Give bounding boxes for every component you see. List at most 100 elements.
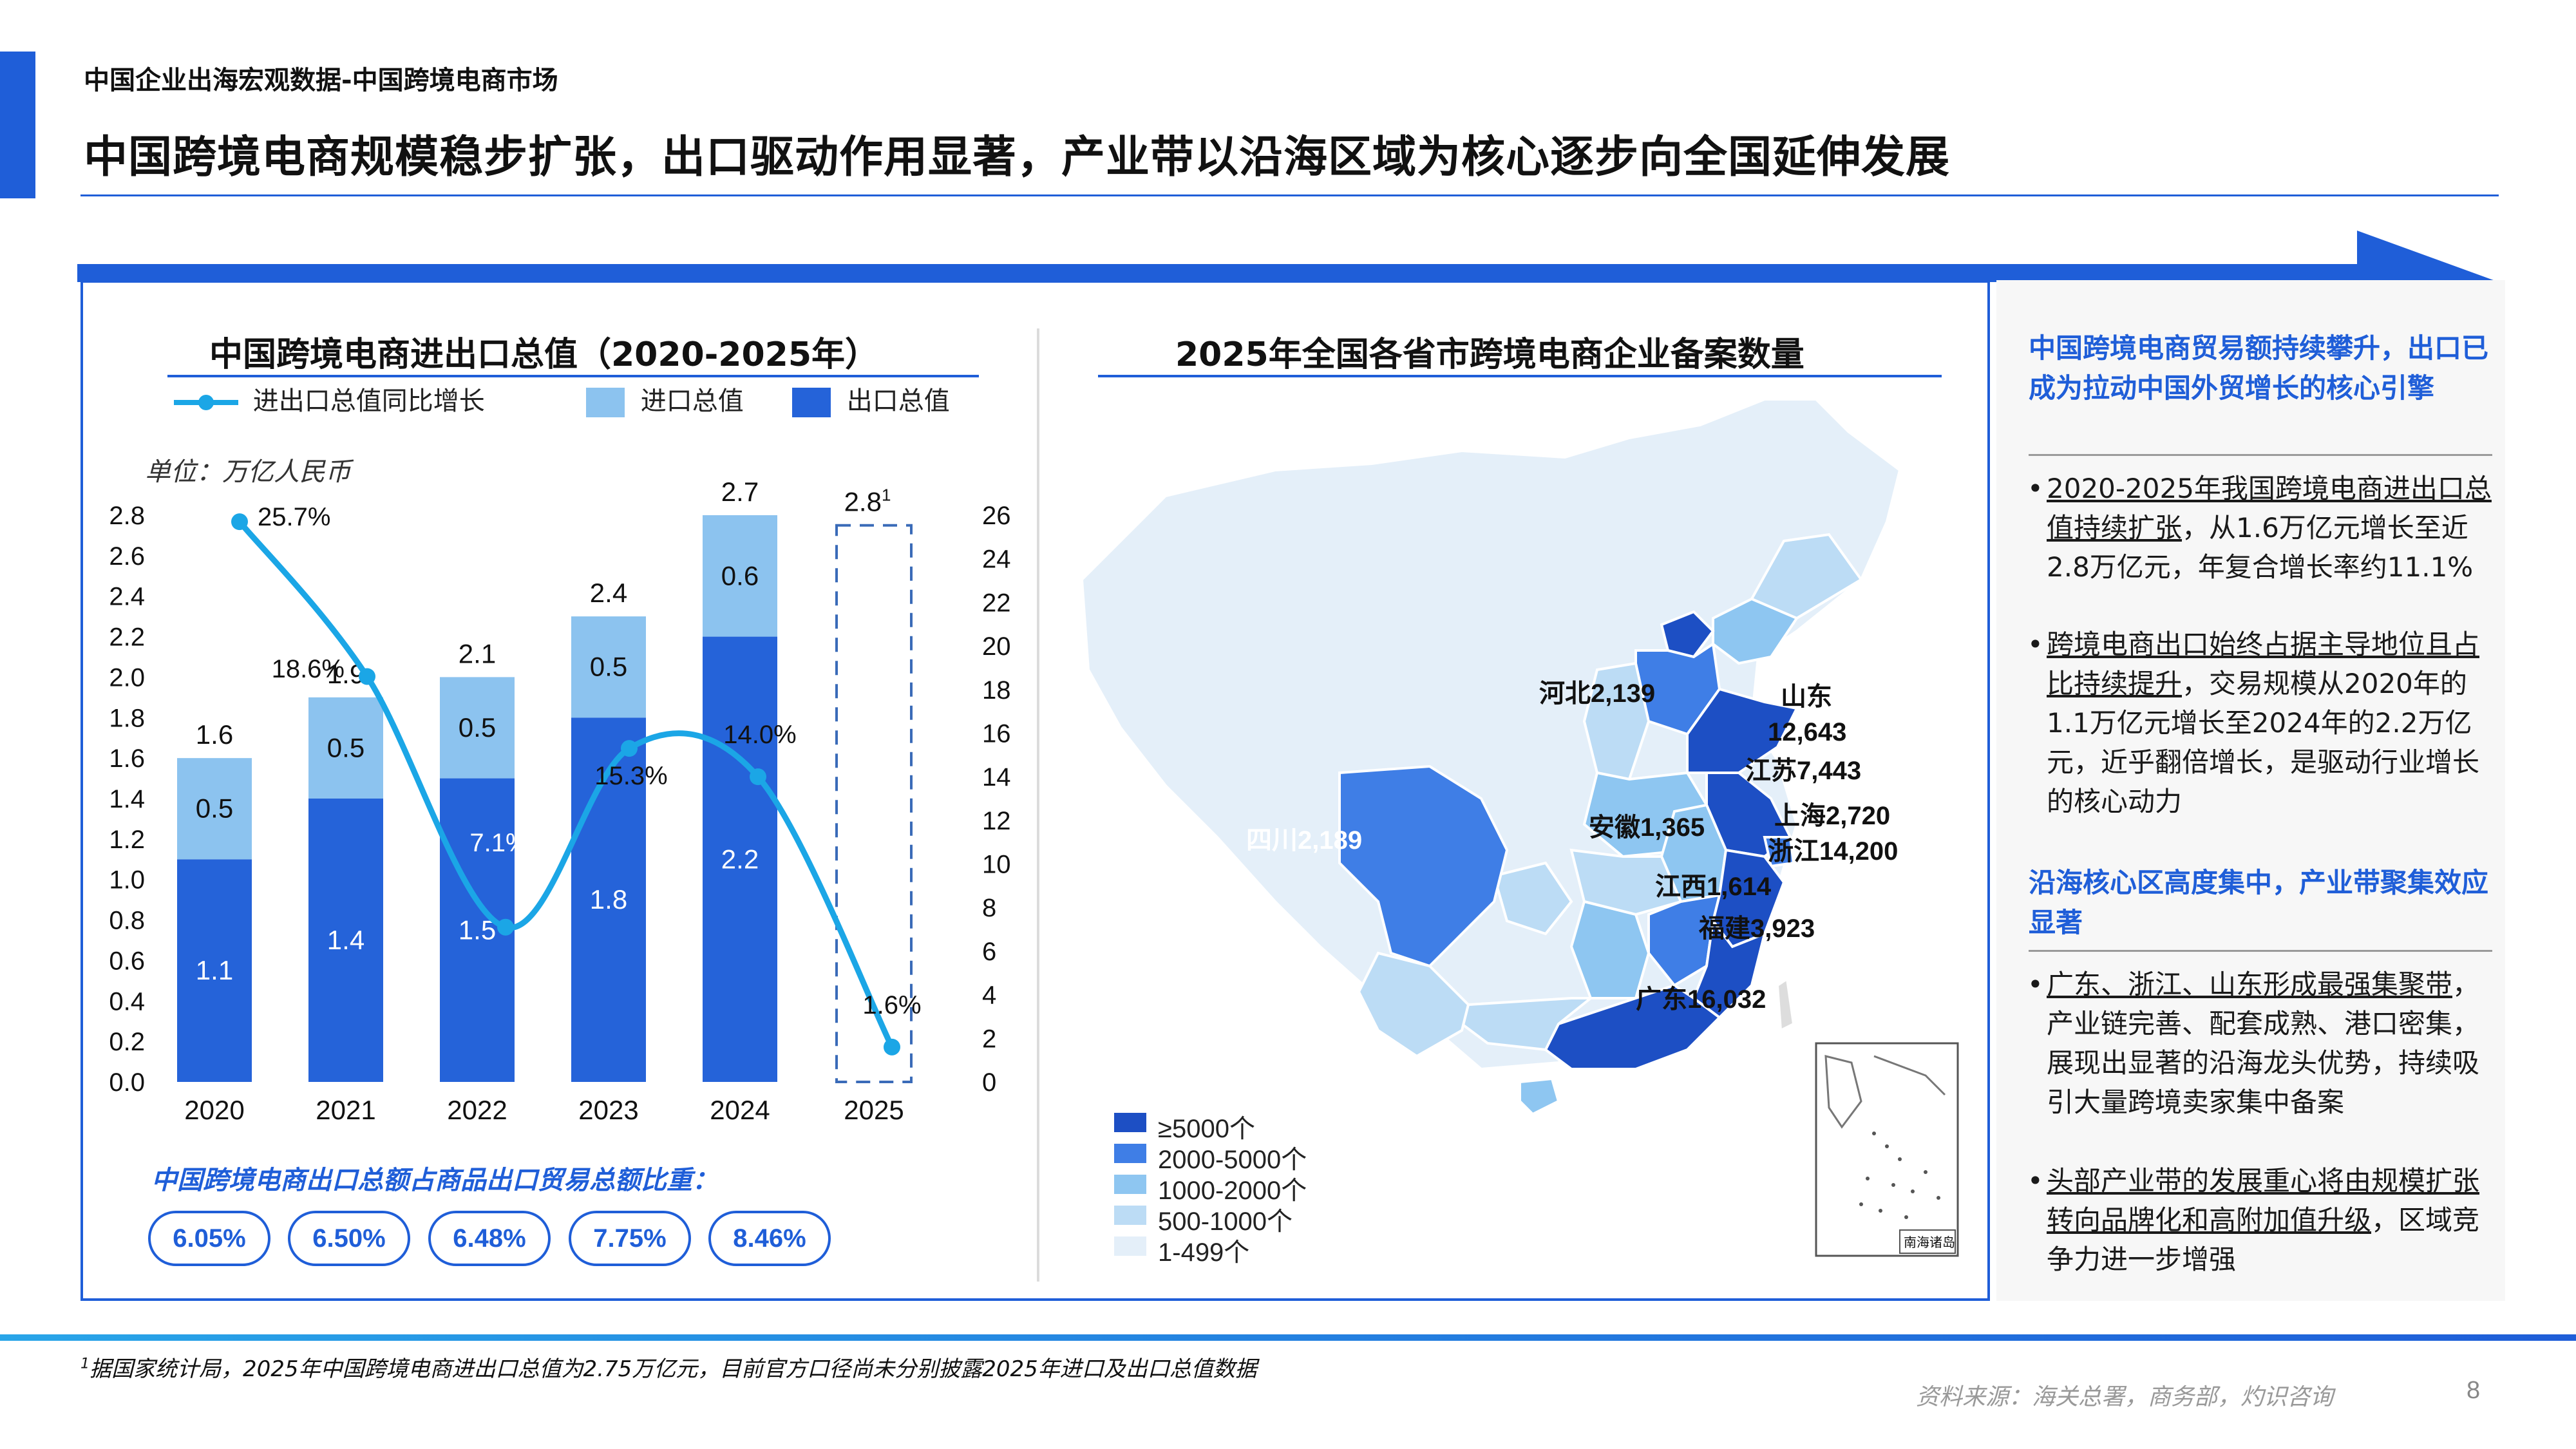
- map-region-shanghai: [1763, 836, 1795, 868]
- legend-label-export: 出口总值: [846, 386, 950, 416]
- y-tick-label: 1.6: [109, 744, 145, 773]
- x-tick-label: 2021: [316, 1095, 375, 1125]
- bar-chart-title-rule: [167, 375, 979, 377]
- export-share-2021: 6.50%: [288, 1211, 410, 1266]
- insight-rule-1: [2029, 454, 2492, 456]
- bullet-dot: •: [2027, 473, 2043, 504]
- bullet-dot: •: [2027, 629, 2043, 660]
- bar-total-label: 2.7: [721, 477, 759, 507]
- y2-tick-label: 4: [982, 981, 996, 1010]
- legend-item-import: 进口总值: [586, 380, 744, 417]
- bar-export: [571, 717, 646, 1082]
- bullet-2-emphasis: 跨境电商出口始终占据主导地位且占比持续提升: [2047, 629, 2480, 699]
- x-tick-label: 2023: [578, 1095, 638, 1125]
- export-share-2022: 6.48%: [428, 1211, 551, 1266]
- bullet-1-text: ，从1.6万亿元增长至近2.8万亿元，年复合增长率约11.1%: [2047, 512, 2474, 583]
- footnote-mark: 1: [80, 1356, 90, 1372]
- map-region-yunnan: [1357, 951, 1470, 1058]
- map-title: 2025年全国各省市跨境电商企业备案数量: [1175, 336, 1804, 374]
- growth-point: [359, 668, 375, 685]
- panel-divider: [1037, 328, 1039, 1282]
- source-note: 资料来源：海关总署，商务部，灼识咨询: [1916, 1384, 2334, 1410]
- growth-point: [884, 1038, 900, 1056]
- bullet-4-text: ，区域竞争力进一步增强: [2047, 1204, 2480, 1275]
- bar-export-label: 2.2: [721, 844, 759, 874]
- footer-rule: [0, 1334, 2576, 1341]
- map-label-hebei: 河北2,139: [1539, 679, 1655, 708]
- export-share-title: 中国跨境电商出口总额占商品出口贸易总额比重：: [151, 1166, 718, 1195]
- growth-point-label: 1.6%: [862, 991, 921, 1019]
- map-title-rule: [1098, 375, 1942, 377]
- map-region-sichuan: [1338, 764, 1509, 968]
- title-divider: [80, 194, 2499, 196]
- bar-total-label: 2.81: [844, 486, 891, 517]
- bullet-4-emphasis: 头部产业带的发展重心将由规模扩张转向品牌化和高附加值升级: [2047, 1165, 2480, 1236]
- bar-export-label: 1.4: [327, 925, 365, 955]
- y-tick-label: 1.8: [109, 704, 145, 732]
- y2-tick-label: 14: [982, 763, 1011, 791]
- export-share-2023: 7.75%: [569, 1211, 691, 1266]
- y2-tick-label: 18: [982, 676, 1011, 705]
- map-legend-label: 2000-5000个: [1158, 1146, 1307, 1174]
- legend-item-export: 出口总值: [792, 380, 950, 417]
- y-tick-label: 0.8: [109, 907, 145, 935]
- y2-tick-label: 8: [982, 894, 996, 922]
- y-tick-label: 2.4: [109, 583, 145, 611]
- y2-tick-label: 0: [982, 1068, 996, 1097]
- map-label-shandong-value: 12,643: [1768, 718, 1846, 746]
- bar-import-label: 0.5: [459, 712, 496, 743]
- growth-point-label: 25.7%: [258, 503, 330, 531]
- insight-heading-2: 沿海核心区高度集中，产业带聚集效应显著: [2029, 867, 2489, 938]
- map-region-beijing: [1660, 610, 1715, 659]
- map-legend-swatch: [1114, 1175, 1146, 1194]
- growth-point-label: 7.1%: [469, 829, 528, 857]
- bullet-dot: •: [2027, 969, 2043, 1000]
- bar-import: [177, 758, 252, 860]
- map-legend-swatch: [1114, 1144, 1146, 1163]
- map-label-sichuan: 四川2,189: [1246, 826, 1362, 855]
- y2-tick-label: 6: [982, 938, 996, 966]
- legend-label-import: 进口总值: [640, 386, 744, 416]
- bar-export: [177, 859, 252, 1082]
- inset-label: 南海诸岛: [1904, 1235, 1955, 1250]
- map-region-guangxi: [1460, 997, 1595, 1052]
- growth-line: [236, 518, 895, 1050]
- footnote-mark: 1: [882, 486, 891, 505]
- bar-export: [703, 636, 777, 1082]
- bar-export-label: 1.8: [590, 884, 627, 914]
- legend-line-swatch: [174, 395, 238, 410]
- insight-bullet-1: • 2020-2025年我国跨境电商进出口总值持续扩张，从1.6万亿元增长至近2…: [2027, 469, 2494, 587]
- y2-tick-label: 2: [982, 1025, 996, 1053]
- footnote: 1据国家统计局，2025年中国跨境电商进出口总值为2.75万亿元，目前官方口径尚…: [80, 1351, 1257, 1383]
- bar-export-label: 1.1: [196, 955, 233, 985]
- y-tick-label: 0.4: [109, 987, 145, 1016]
- map-legend-label: 1-499个: [1158, 1238, 1250, 1267]
- map-label-jiangsu: 江苏7,443: [1745, 757, 1861, 785]
- insight-bullet-3: • 广东、浙江、山东形成最强集聚带，产业链完善、配套成熟、港口密集，展现出显著的…: [2027, 965, 2494, 1122]
- y2-tick-label: 22: [982, 589, 1011, 617]
- growth-point: [750, 768, 766, 786]
- section-subtitle: 中国企业出海宏观数据-中国跨境电商市场: [84, 66, 558, 95]
- map-legend-label: 500-1000个: [1158, 1208, 1293, 1236]
- x-tick-label: 2024: [710, 1095, 770, 1125]
- map-region-taiwan: [1776, 976, 1795, 1033]
- map-label-fujian: 福建3,923: [1698, 914, 1815, 943]
- growth-point: [621, 740, 638, 757]
- y-tick-label: 1.4: [109, 785, 145, 813]
- export-share-2024: 8.46%: [708, 1211, 831, 1266]
- page-number: 8: [2467, 1377, 2481, 1404]
- map-region-guangdong: [1544, 983, 1722, 1070]
- page-title: 中国跨境电商规模稳步扩张，出口驱动作用显著，产业带以沿海区域为核心逐步向全国延伸…: [84, 132, 1951, 183]
- bullet-3-emphasis: 广东、浙江、山东形成最强集聚带: [2047, 969, 2453, 1000]
- insight-bullet-2: • 跨境电商出口始终占据主导地位且占比持续提升，交易规模从2020年的1.1万亿…: [2027, 625, 2494, 821]
- y2-tick-label: 12: [982, 807, 1011, 835]
- map-legend-swatch: [1114, 1206, 1146, 1225]
- y2-tick-label: 16: [982, 719, 1011, 748]
- growth-point-label: 14.0%: [723, 721, 796, 749]
- bar-chart-title: 中国跨境电商进出口总值（2020-2025年）: [209, 336, 879, 374]
- legend-swatch-import: [586, 388, 625, 417]
- bar-total-label: 2.4: [590, 578, 627, 608]
- x-tick-label: 2022: [447, 1095, 507, 1125]
- legend-swatch-export: [792, 388, 831, 417]
- insights-panel: [1996, 280, 2505, 1301]
